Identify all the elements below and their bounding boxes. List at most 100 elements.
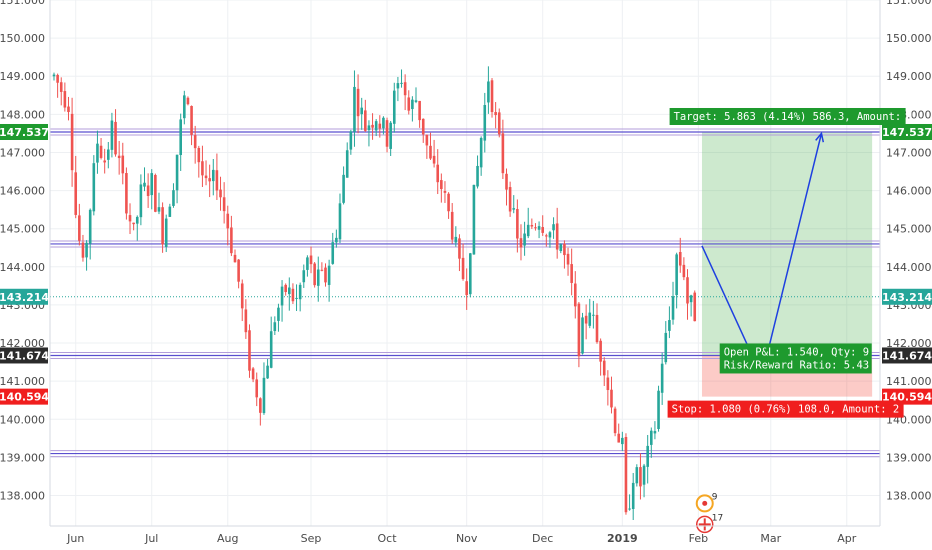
candle-body <box>555 223 559 250</box>
candle-body <box>316 269 320 286</box>
event-markers[interactable]: 9 17 <box>695 492 723 534</box>
x-tick[interactable]: Aug <box>217 532 238 545</box>
arrow-head-up[interactable] <box>815 131 825 143</box>
y-tick-left[interactable]: 140.000 <box>0 413 45 426</box>
y-tick-left[interactable]: 148.000 <box>0 108 45 121</box>
candle-body <box>671 296 675 320</box>
candle-body <box>660 363 664 393</box>
candle-body <box>342 174 345 203</box>
y-tick-left[interactable]: 151.000 <box>0 0 45 7</box>
y-tick-left[interactable]: 142.000 <box>0 337 45 350</box>
candle-body <box>335 237 338 243</box>
candle-body <box>389 122 392 149</box>
candle-body <box>81 242 85 258</box>
candle-body <box>675 254 678 296</box>
x-tick[interactable]: Jul <box>144 532 158 545</box>
candle-body <box>172 190 175 206</box>
candle-body <box>570 264 573 283</box>
price-tag-right-text: 147.537 <box>882 126 932 139</box>
y-tick-right[interactable]: 139.000 <box>886 451 932 464</box>
candle-body <box>537 226 541 230</box>
y-tick-right[interactable]: 138.000 <box>886 490 932 503</box>
candle-body <box>201 161 204 176</box>
candle-body <box>624 436 628 513</box>
candle-body <box>425 134 429 146</box>
y-tick-right[interactable]: 149.000 <box>886 70 932 83</box>
candle-body <box>512 208 516 210</box>
candle-body <box>563 243 566 256</box>
candle-body <box>400 82 403 84</box>
y-tick-right[interactable]: 146.000 <box>886 185 932 198</box>
y-tick-right[interactable]: 144.000 <box>886 261 932 274</box>
candle-body <box>298 284 302 300</box>
x-tick[interactable]: Nov <box>456 532 478 545</box>
candle-body <box>530 225 534 227</box>
price-tag-right-text: 143.214 <box>882 291 932 304</box>
candle-body <box>458 238 461 259</box>
y-tick-left[interactable]: 144.000 <box>0 261 45 274</box>
y-tick-right[interactable]: 150.000 <box>886 32 932 45</box>
candle-body <box>146 185 150 196</box>
candle-body <box>59 82 63 92</box>
candle-body <box>190 105 193 135</box>
candle-body <box>443 190 447 193</box>
candle-body <box>628 508 631 510</box>
candle-body <box>349 131 353 150</box>
event-count: 17 <box>712 513 723 523</box>
candle-body <box>125 173 128 214</box>
candle-body <box>465 281 468 296</box>
candle-body <box>450 211 454 240</box>
candle-body <box>418 100 421 121</box>
candle-body <box>501 133 505 174</box>
candle-body <box>606 377 610 391</box>
x-tick[interactable]: 2019 <box>607 532 638 545</box>
candle-body <box>479 137 483 168</box>
y-tick-left[interactable]: 150.000 <box>0 32 45 45</box>
candle-body <box>219 189 222 198</box>
x-tick[interactable]: Mar <box>760 532 781 545</box>
candle-body <box>99 145 103 158</box>
candle-body <box>584 315 588 324</box>
x-tick[interactable]: Dec <box>532 532 553 545</box>
candle-body <box>411 99 414 110</box>
candle-body <box>193 135 197 149</box>
x-tick[interactable]: Oct <box>378 532 398 545</box>
candle-body <box>548 232 552 238</box>
candle-body <box>494 112 497 116</box>
candle-body <box>164 218 168 247</box>
y-tick-right[interactable]: 145.000 <box>886 223 932 236</box>
price-tag-left <box>0 388 48 405</box>
candle-body <box>385 120 389 147</box>
x-tick[interactable]: Sep <box>301 532 322 545</box>
y-tick-left[interactable]: 138.000 <box>0 490 45 503</box>
x-tick[interactable]: Feb <box>689 532 708 545</box>
candle-body <box>364 110 367 131</box>
candle-body <box>277 307 280 321</box>
x-tick[interactable]: Jun <box>66 532 84 545</box>
y-tick-left[interactable]: 149.000 <box>0 70 45 83</box>
candle-body <box>175 154 179 191</box>
candle-body <box>545 235 548 237</box>
y-tick-right[interactable]: 141.000 <box>886 375 932 388</box>
pnl-label-text: Open P&L: 1.540, Qty: 9 <box>724 346 869 358</box>
y-tick-left[interactable]: 141.000 <box>0 375 45 388</box>
candle-body <box>573 283 577 307</box>
y-tick-right[interactable]: 142.000 <box>886 337 932 350</box>
y-tick-left[interactable]: 139.000 <box>0 451 45 464</box>
y-tick-left[interactable]: 145.000 <box>0 223 45 236</box>
candle-body <box>208 178 211 182</box>
x-tick[interactable]: Apr <box>837 532 857 545</box>
y-tick-left[interactable]: 147.000 <box>0 146 45 159</box>
candle-body <box>338 203 342 240</box>
y-tick-left[interactable]: 146.000 <box>0 185 45 198</box>
y-tick-right[interactable]: 151.000 <box>886 0 932 7</box>
y-tick-right[interactable]: 147.000 <box>886 146 932 159</box>
candle-body <box>353 86 356 132</box>
candle-body <box>186 97 190 105</box>
candle-body <box>396 83 400 89</box>
candle-body <box>88 209 92 244</box>
candle-body <box>566 253 570 265</box>
price-tag-right <box>882 123 932 140</box>
